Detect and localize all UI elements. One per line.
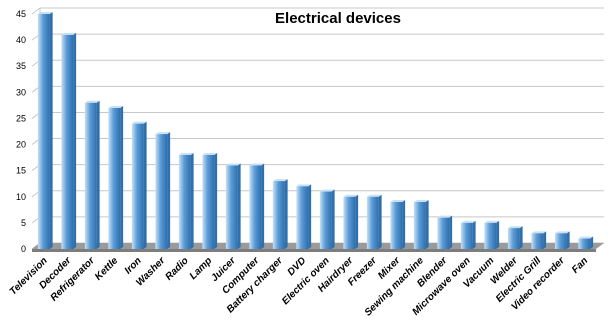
bar bbox=[507, 226, 523, 249]
floor-front bbox=[32, 249, 596, 252]
bar bbox=[272, 179, 288, 249]
x-tick-label: Radio bbox=[163, 255, 190, 282]
y-tick-label: 5 bbox=[21, 218, 26, 228]
bar bbox=[319, 189, 335, 249]
bar bbox=[61, 32, 77, 250]
bars bbox=[37, 12, 594, 250]
bar bbox=[155, 132, 171, 249]
y-tick-label: 45 bbox=[16, 9, 26, 19]
bar bbox=[296, 184, 312, 249]
y-tick-label: 15 bbox=[16, 166, 26, 176]
bar bbox=[84, 100, 100, 250]
y-tick-label: 10 bbox=[16, 192, 26, 202]
bar bbox=[366, 194, 382, 249]
bar bbox=[390, 200, 406, 249]
chart-title: Electrical devices bbox=[275, 10, 401, 27]
y-axis-ticks: 0 5 10 15 20 25 30 35 40 45 bbox=[16, 9, 26, 254]
bar bbox=[108, 106, 124, 249]
bar bbox=[437, 215, 453, 249]
y-tick-label: 0 bbox=[21, 244, 26, 254]
bar bbox=[578, 236, 594, 249]
bar bbox=[37, 12, 53, 249]
y-tick-label: 20 bbox=[16, 140, 26, 150]
bar bbox=[460, 220, 476, 249]
bar bbox=[202, 153, 218, 249]
bar bbox=[249, 163, 265, 249]
bar bbox=[225, 163, 241, 249]
x-tick-label: Kettle bbox=[93, 255, 121, 283]
x-tick-label: Fan bbox=[570, 255, 590, 275]
gridline-depth bbox=[31, 7, 41, 15]
y-tick-label: 40 bbox=[16, 35, 26, 45]
bar bbox=[484, 220, 500, 249]
bar bbox=[343, 194, 359, 249]
bar bbox=[178, 153, 194, 249]
bar bbox=[413, 200, 429, 249]
bar bbox=[554, 231, 570, 249]
y-tick-label: 30 bbox=[16, 87, 26, 97]
y-tick-label: 35 bbox=[16, 61, 26, 71]
y-tick-label: 25 bbox=[16, 113, 26, 123]
bar bbox=[131, 121, 147, 249]
bar bbox=[531, 231, 547, 249]
